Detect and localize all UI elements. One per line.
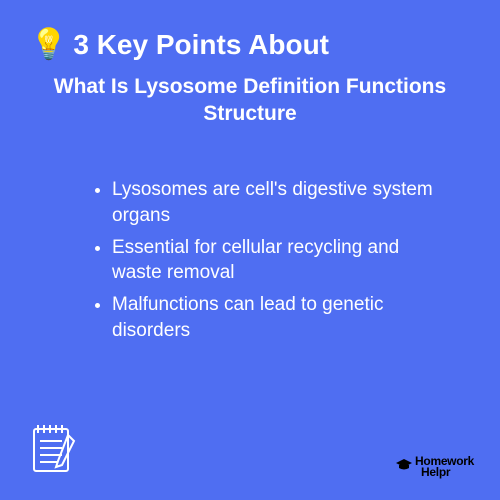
brand-line2: Helpr [421, 467, 474, 478]
heading: 3 Key Points About [73, 30, 329, 61]
brand-logo: Homework Helpr [395, 456, 474, 478]
list-item: Essential for cellular recycling and was… [112, 235, 440, 286]
header-row: 💡 3 Key Points About [30, 30, 470, 61]
list-item: Malfunctions can lead to genetic disorde… [112, 292, 440, 343]
infographic-card: 💡 3 Key Points About What Is Lysosome De… [0, 0, 500, 500]
bullets-section: Lysosomes are cell's digestive system or… [30, 177, 470, 343]
list-item: Lysosomes are cell's digestive system or… [112, 177, 440, 228]
subheading: What Is Lysosome Definition Functions St… [30, 73, 470, 128]
brand-text: Homework Helpr [415, 456, 474, 478]
graduation-cap-icon [395, 458, 413, 477]
notepad-icon [28, 421, 80, 482]
lightbulb-icon: 💡 [30, 30, 67, 60]
bullets-list: Lysosomes are cell's digestive system or… [90, 177, 440, 343]
